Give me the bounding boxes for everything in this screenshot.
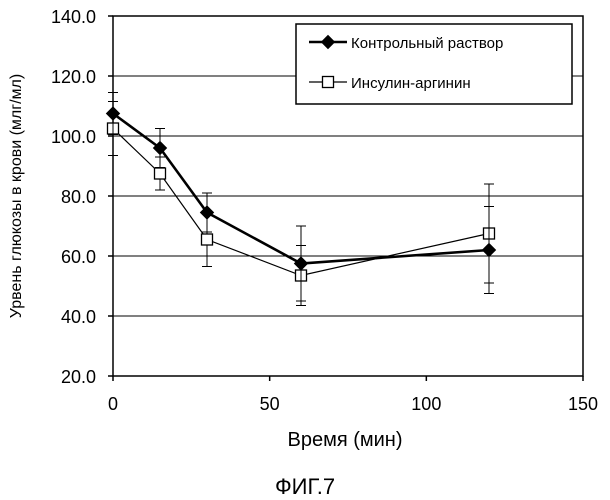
figure-label: ФИГ.7	[275, 474, 335, 499]
x-tick-label: 0	[108, 394, 118, 414]
data-point	[483, 244, 496, 257]
y-tick-label: 120.0	[51, 67, 96, 87]
series-0	[107, 93, 496, 302]
legend-label: Инсулин-аргинин	[351, 75, 471, 92]
data-point	[155, 168, 166, 179]
data-point	[202, 234, 213, 245]
x-tick-label: 100	[411, 394, 441, 414]
y-tick-label: 80.0	[61, 187, 96, 207]
gridlines	[113, 76, 583, 316]
y-tick-label: 40.0	[61, 307, 96, 327]
y-tick-label: 140.0	[51, 7, 96, 27]
x-axis-ticks: 0 50 100 150	[108, 376, 598, 414]
data-point	[295, 257, 308, 270]
x-axis-title: Время (мин)	[287, 429, 402, 451]
y-axis-ticks: 20.0 40.0 60.0 80.0 100.0 120.0 140.0	[51, 7, 113, 387]
legend-label: Контрольный раствор	[351, 35, 503, 52]
y-tick-label: 20.0	[61, 367, 96, 387]
legend-marker	[323, 77, 334, 88]
x-tick-label: 50	[260, 394, 280, 414]
y-axis-title: Урвень глюкозы в крови (млг/мл)	[8, 74, 25, 318]
y-tick-label: 100.0	[51, 127, 96, 147]
chart: 20.0 40.0 60.0 80.0 100.0 120.0 140.0 0 50 100 15…	[0, 0, 610, 500]
x-tick-label: 150	[568, 394, 598, 414]
legend: Контрольный раствор Инсулин-аргинин	[296, 24, 572, 104]
y-tick-label: 60.0	[61, 247, 96, 267]
data-series	[107, 93, 496, 306]
